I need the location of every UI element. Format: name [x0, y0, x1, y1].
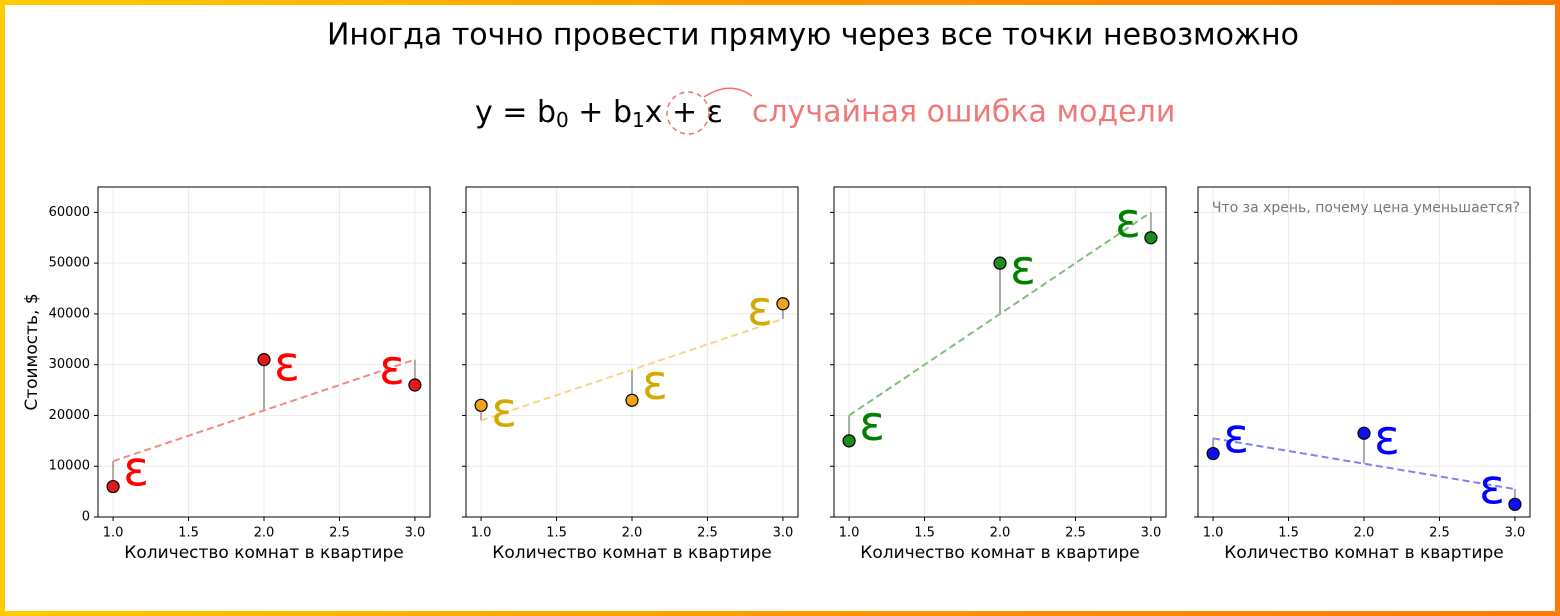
- y-tick-label: 20000: [49, 408, 90, 423]
- point: [1357, 426, 1371, 440]
- plot-frame: [97, 186, 431, 518]
- plot-frame: [465, 186, 799, 518]
- plot-frame: [1197, 186, 1531, 518]
- note: Что за хрень, почему цена уменьшается?: [1212, 200, 1520, 216]
- point: [1206, 446, 1220, 461]
- x-tick-label: 2.5: [697, 526, 718, 541]
- point: [993, 256, 1007, 270]
- epsilon: ε: [379, 340, 405, 396]
- fit-line: [848, 211, 1152, 417]
- x-axis-label: Количество комнат в квартире: [492, 543, 771, 563]
- x-tick-label: 1.0: [471, 526, 492, 541]
- point: [842, 434, 856, 448]
- fit-line: [480, 318, 784, 422]
- point: [625, 393, 639, 407]
- formula-part: x +: [645, 95, 707, 130]
- x-tick-label: 3.0: [773, 526, 794, 541]
- epsilon: ε: [491, 382, 517, 438]
- x-tick-label: 2.0: [254, 526, 275, 541]
- x-tick-label: 1.0: [839, 526, 860, 541]
- y-tick-label: 60000: [49, 205, 90, 220]
- point: [776, 297, 790, 311]
- x-tick-label: 2.5: [1065, 526, 1086, 541]
- y-tick-label: 10000: [49, 459, 90, 474]
- x-tick-label: 3.0: [405, 526, 426, 541]
- x-tick-label: 1.5: [546, 526, 567, 541]
- point: [408, 378, 422, 392]
- epsilon: ε: [1374, 410, 1400, 466]
- y-tick-label: 0: [82, 510, 90, 525]
- epsilon: ε: [1010, 240, 1036, 296]
- point: [257, 353, 271, 367]
- epsilon: ε: [274, 337, 300, 393]
- x-tick-label: 1.0: [103, 526, 124, 541]
- formula-error: ε: [707, 95, 723, 130]
- x-tick-label: 2.0: [622, 526, 643, 541]
- x-tick-label: 2.0: [1354, 526, 1375, 541]
- x-tick-label: 1.5: [1278, 526, 1299, 541]
- y-tick-label: 30000: [49, 357, 90, 372]
- x-tick-label: 2.0: [990, 526, 1011, 541]
- y-tick-label: 40000: [49, 306, 90, 321]
- epsilon: ε: [859, 396, 885, 452]
- epsilon: ε: [1223, 409, 1249, 465]
- formula: y = b0 + b1x + ε: [475, 95, 723, 132]
- x-tick-label: 1.5: [178, 526, 199, 541]
- y-tick-label: 50000: [49, 256, 90, 271]
- point: [474, 398, 488, 412]
- epsilon: ε: [1479, 459, 1505, 515]
- title: Иногда точно провести прямую через все т…: [327, 18, 1299, 53]
- point: [1144, 231, 1158, 245]
- fit-line: [112, 358, 416, 463]
- error-connector: [703, 87, 753, 98]
- error-circle: [666, 91, 710, 135]
- x-tick-label: 2.5: [1429, 526, 1450, 541]
- x-tick-label: 1.0: [1203, 526, 1224, 541]
- x-tick-label: 1.5: [914, 526, 935, 541]
- point: [1508, 497, 1522, 511]
- plot-frame: [833, 186, 1167, 518]
- x-tick-label: 2.5: [329, 526, 350, 541]
- fit-line: [1212, 437, 1516, 491]
- formula-part: + b: [569, 95, 632, 130]
- epsilon: ε: [747, 281, 773, 337]
- epsilon: ε: [123, 442, 149, 498]
- x-tick-label: 3.0: [1505, 526, 1526, 541]
- formula-sub: 1: [632, 108, 645, 132]
- epsilon: ε: [642, 355, 668, 411]
- x-axis-label: Количество комнат в квартире: [1224, 543, 1503, 563]
- x-axis-label: Количество комнат в квартире: [124, 543, 403, 563]
- x-tick-label: 3.0: [1141, 526, 1162, 541]
- epsilon: ε: [1115, 193, 1141, 249]
- x-axis-label: Количество комнат в квартире: [860, 543, 1139, 563]
- error-note: случайная ошибка модели: [752, 95, 1175, 130]
- formula-sub: 0: [556, 108, 569, 132]
- formula-part: y = b: [475, 95, 556, 130]
- y-axis-label: Стоимость, $: [22, 293, 42, 410]
- point: [106, 479, 120, 494]
